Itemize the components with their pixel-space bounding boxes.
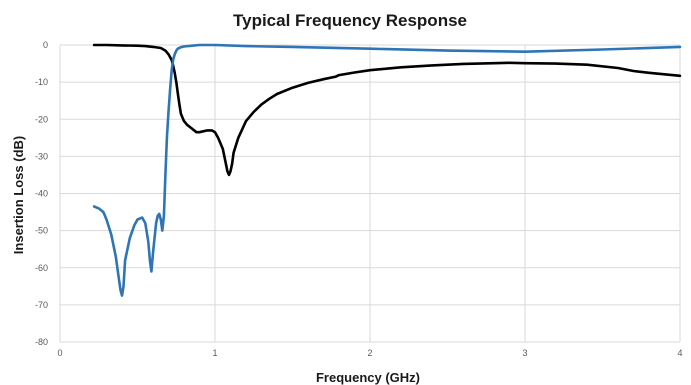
y-tick-label: -30 (35, 151, 48, 161)
y-axis-label: Insertion Loss (dB) (11, 136, 26, 254)
x-tick-label: 1 (212, 348, 217, 358)
y-tick-label: -80 (35, 337, 48, 347)
y-tick-label: -20 (35, 114, 48, 124)
y-tick-labels: 0 -10 -20 -30 -40 -50 -60 -70 -80 (35, 40, 48, 347)
y-tick-label: -40 (35, 189, 48, 199)
x-tick-labels: 0 1 2 3 4 (57, 348, 682, 358)
y-tick-label: 0 (43, 40, 48, 50)
x-tick-label: 4 (677, 348, 682, 358)
x-axis-label: Frequency (GHz) (316, 370, 420, 385)
x-tick-label: 2 (367, 348, 372, 358)
chart-title: Typical Frequency Response (233, 11, 467, 30)
y-tick-label: -10 (35, 77, 48, 87)
series-line-1 (92, 43, 682, 177)
y-tick-label: -60 (35, 263, 48, 273)
series-layer (92, 43, 682, 297)
x-tick-label: 0 (57, 348, 62, 358)
x-tick-label: 3 (522, 348, 527, 358)
series-line-2 (92, 43, 682, 297)
y-tick-label: -70 (35, 300, 48, 310)
y-tick-label: -50 (35, 226, 48, 236)
